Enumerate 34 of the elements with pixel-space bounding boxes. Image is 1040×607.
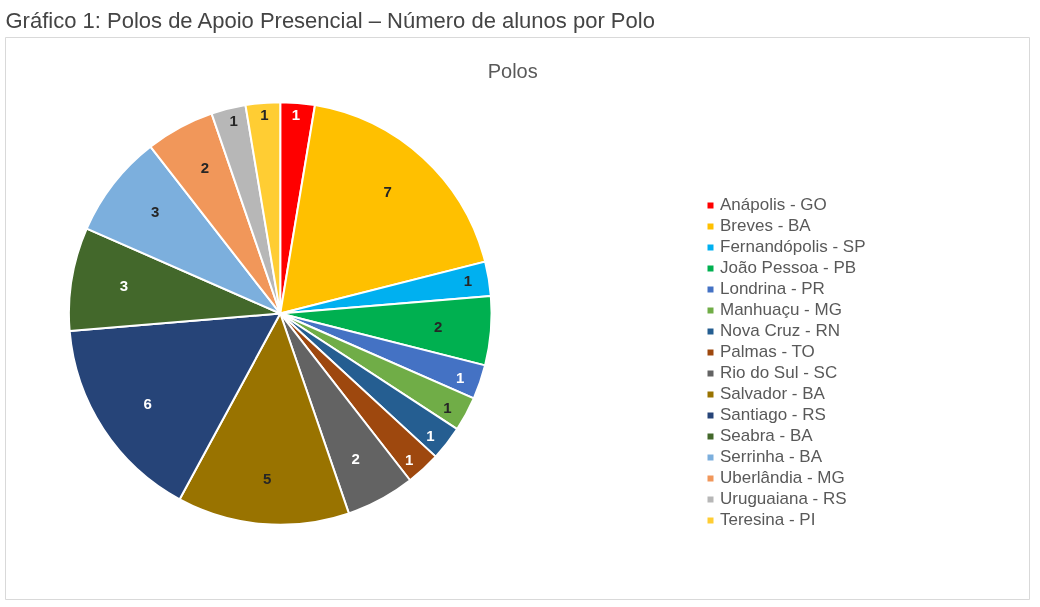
data-label: 6 — [143, 395, 152, 413]
chart-subtitle: Polos — [487, 59, 538, 82]
legend-label: Uberlândia - MG — [720, 468, 845, 488]
data-label: 2 — [434, 318, 443, 336]
legend-label: Londrina - PR — [720, 279, 825, 299]
data-label: 2 — [351, 450, 360, 468]
legend-label: Seabra - BA — [720, 426, 813, 446]
data-label: 1 — [404, 450, 414, 468]
data-label: 3 — [119, 277, 129, 295]
legend-label: Breves - BA — [720, 216, 811, 236]
legend-label: Teresina - PI — [720, 510, 816, 530]
data-label: 3 — [150, 202, 160, 220]
legend-label: Salvador - BA — [720, 384, 825, 404]
legend-label: Manhuaçu - MG — [720, 300, 842, 320]
legend-label: Santiago - RS — [720, 405, 826, 425]
legend-label: João Pessoa - PB — [720, 258, 857, 278]
data-label: 1 — [455, 369, 465, 386]
data-label: 1 — [260, 106, 269, 124]
data-label: 2 — [200, 158, 209, 176]
legend-label: Anápolis - GO — [720, 195, 827, 215]
data-label: 1 — [463, 271, 473, 289]
data-label: 1 — [229, 111, 238, 129]
legend-label: Serrinha - BA — [720, 447, 823, 467]
data-label: 1 — [426, 426, 435, 444]
legend-label: Fernandópolis - SP — [720, 237, 866, 257]
data-label: 1 — [443, 399, 452, 417]
data-label: 5 — [262, 469, 272, 487]
legend-label: Palmas - TO — [720, 342, 815, 362]
data-label: 7 — [383, 182, 392, 200]
legend-label: Uruguaiana - RS — [720, 489, 847, 509]
data-label: 1 — [291, 106, 301, 124]
chart-title: Gráfico 1: Polos de Apoio Presencial – Número de alunos por Polo — [5, 7, 655, 33]
legend-label: Rio do Sul - SC — [720, 363, 838, 383]
legend-label: Nova Cruz - RN — [720, 321, 840, 341]
